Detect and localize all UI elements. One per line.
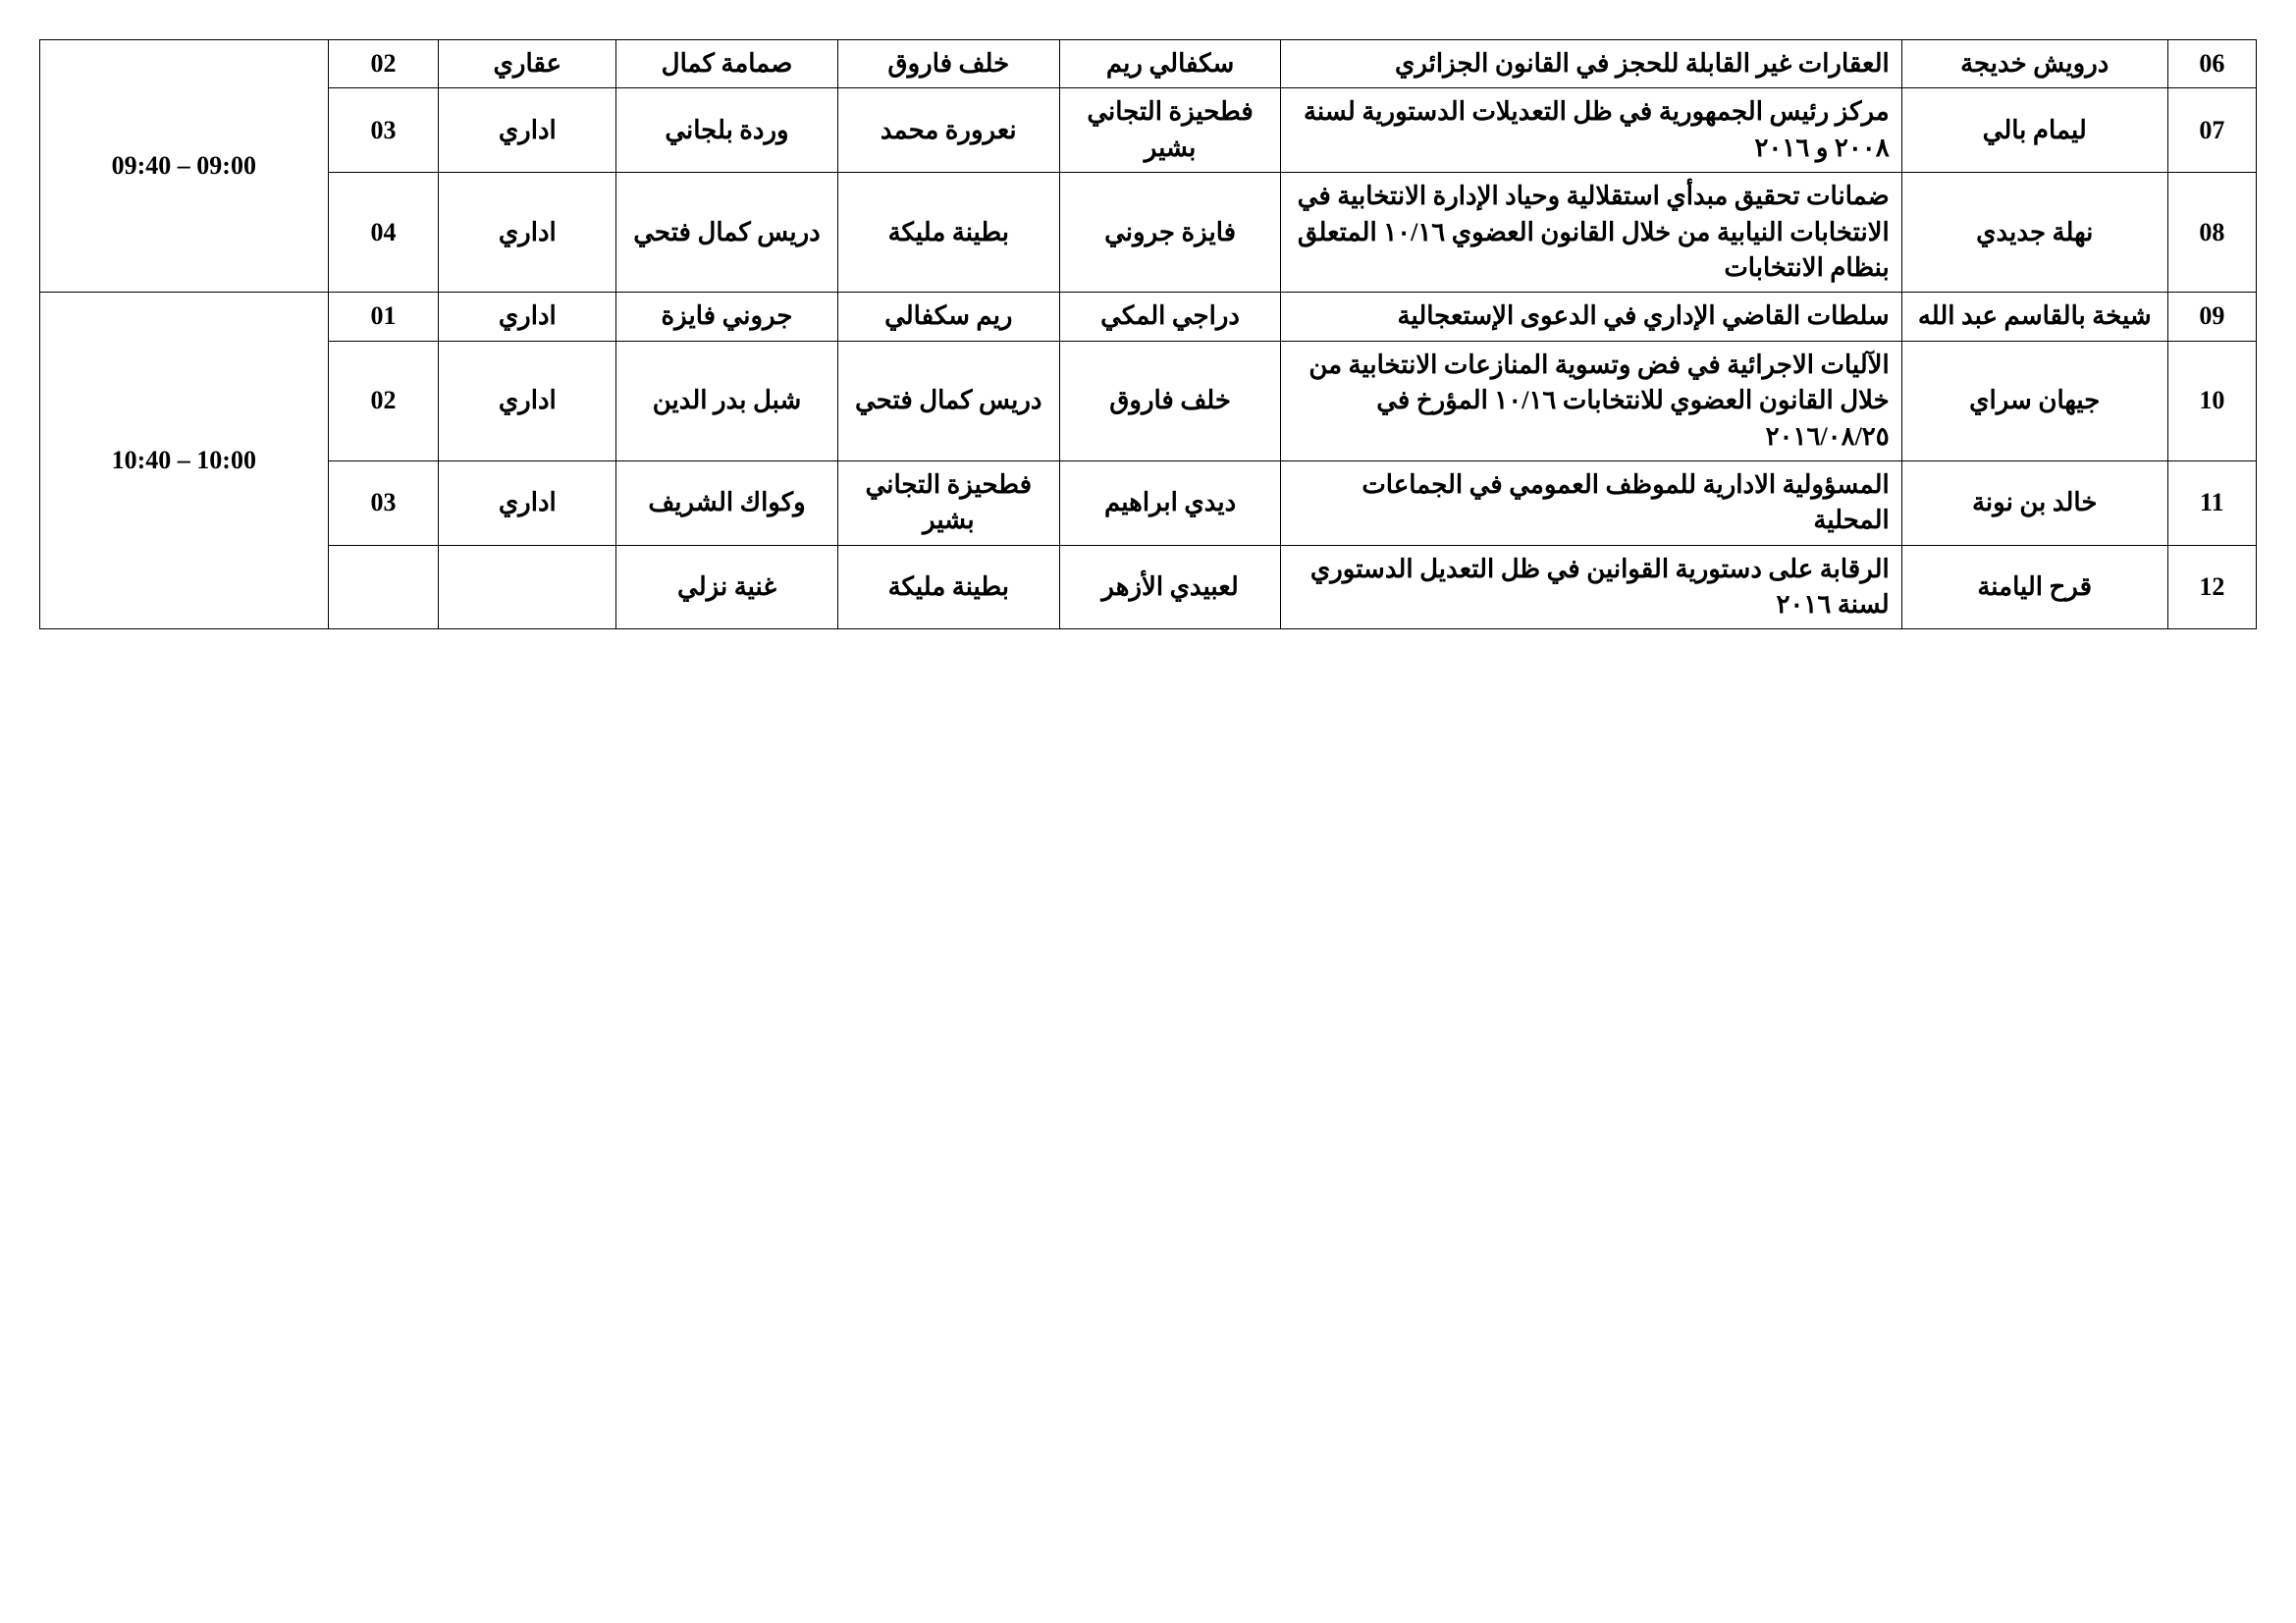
committee-member-3: وكواك الشريف xyxy=(616,460,838,545)
topic-title: العقارات غير القابلة للحجز في القانون ال… xyxy=(1281,40,1901,88)
committee-member-2: بطينة مليكة xyxy=(837,173,1059,293)
committee-member-2: فطحيزة التجاني بشير xyxy=(837,460,1059,545)
room-code: 03 xyxy=(328,88,439,173)
room-code: 02 xyxy=(328,40,439,88)
category: اداري xyxy=(439,293,616,341)
room-code: 02 xyxy=(328,341,439,460)
committee-member-2: خلف فاروق xyxy=(837,40,1059,88)
row-number: 10 xyxy=(2167,341,2256,460)
category: اداري xyxy=(439,460,616,545)
table-row: 10جيهان سرايالآليات الاجرائية في فض وتسو… xyxy=(40,341,2257,460)
committee-member-2: بطينة مليكة xyxy=(837,545,1059,629)
category: عقاري xyxy=(439,40,616,88)
table-row: 08نهلة جديديضمانات تحقيق مبدأي استقلالية… xyxy=(40,173,2257,293)
room-code xyxy=(328,545,439,629)
committee-member-2: دريس كمال فتحي xyxy=(837,341,1059,460)
committee-member-1: دراجي المكي xyxy=(1059,293,1281,341)
table-row: 12قرح اليامنةالرقابة على دستورية القواني… xyxy=(40,545,2257,629)
row-number: 06 xyxy=(2167,40,2256,88)
topic-title: الآليات الاجرائية في فض وتسوية المنازعات… xyxy=(1281,341,1901,460)
committee-member-2: نعرورة محمد xyxy=(837,88,1059,173)
student-name: درويش خديجة xyxy=(1901,40,2167,88)
committee-member-3: دريس كمال فتحي xyxy=(616,173,838,293)
table-row: 06درويش خديجةالعقارات غير القابلة للحجز … xyxy=(40,40,2257,88)
topic-title: المسؤولية الادارية للموظف العمومي في الج… xyxy=(1281,460,1901,545)
committee-member-3: جروني فايزة xyxy=(616,293,838,341)
committee-member-1: فطحيزة التجاني بشير xyxy=(1059,88,1281,173)
category: اداري xyxy=(439,341,616,460)
committee-member-1: خلف فاروق xyxy=(1059,341,1281,460)
table-body: 06درويش خديجةالعقارات غير القابلة للحجز … xyxy=(40,40,2257,629)
committee-member-1: لعبيدي الأزهر xyxy=(1059,545,1281,629)
committee-member-3: شبل بدر الدين xyxy=(616,341,838,460)
student-name: نهلة جديدي xyxy=(1901,173,2167,293)
table-row: 09شيخة بالقاسم عبد اللهسلطات القاضي الإد… xyxy=(40,293,2257,341)
row-number: 07 xyxy=(2167,88,2256,173)
student-name: قرح اليامنة xyxy=(1901,545,2167,629)
category: اداري xyxy=(439,88,616,173)
table-row: 11خالد بن نونةالمسؤولية الادارية للموظف … xyxy=(40,460,2257,545)
student-name: ليمام بالي xyxy=(1901,88,2167,173)
room-code: 04 xyxy=(328,173,439,293)
room-code: 03 xyxy=(328,460,439,545)
row-number: 12 xyxy=(2167,545,2256,629)
topic-title: الرقابة على دستورية القوانين في ظل التعد… xyxy=(1281,545,1901,629)
committee-member-2: ريم سكفالي xyxy=(837,293,1059,341)
committee-member-3: وردة بلجاني xyxy=(616,88,838,173)
table-row: 07ليمام باليمركز رئيس الجمهورية في ظل ال… xyxy=(40,88,2257,173)
committee-member-1: سكفالي ريم xyxy=(1059,40,1281,88)
committee-member-1: فايزة جروني xyxy=(1059,173,1281,293)
row-number: 08 xyxy=(2167,173,2256,293)
schedule-table: 06درويش خديجةالعقارات غير القابلة للحجز … xyxy=(39,39,2257,629)
row-number: 11 xyxy=(2167,460,2256,545)
category: اداري xyxy=(439,173,616,293)
topic-title: مركز رئيس الجمهورية في ظل التعديلات الدس… xyxy=(1281,88,1901,173)
committee-member-3: صمامة كمال xyxy=(616,40,838,88)
time-slot: 09:00 – 09:40 xyxy=(40,40,329,293)
category xyxy=(439,545,616,629)
topic-title: سلطات القاضي الإداري في الدعوى الإستعجال… xyxy=(1281,293,1901,341)
student-name: جيهان سراي xyxy=(1901,341,2167,460)
student-name: شيخة بالقاسم عبد الله xyxy=(1901,293,2167,341)
committee-member-1: ديدي ابراهيم xyxy=(1059,460,1281,545)
row-number: 09 xyxy=(2167,293,2256,341)
student-name: خالد بن نونة xyxy=(1901,460,2167,545)
committee-member-3: غنية نزلي xyxy=(616,545,838,629)
topic-title: ضمانات تحقيق مبدأي استقلالية وحياد الإدا… xyxy=(1281,173,1901,293)
room-code: 01 xyxy=(328,293,439,341)
time-slot: 10:00 – 10:40 xyxy=(40,293,329,629)
